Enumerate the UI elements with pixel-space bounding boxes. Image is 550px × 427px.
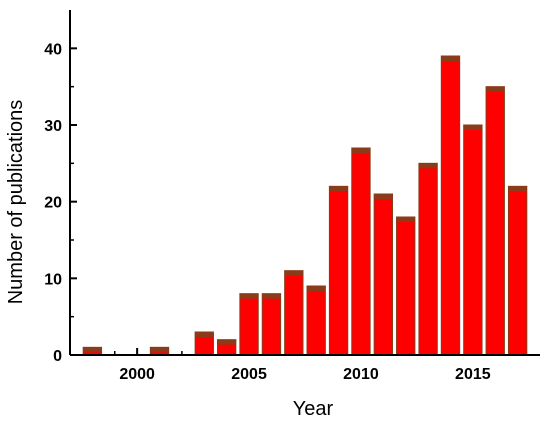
x-tick-label: 2015 bbox=[455, 366, 491, 383]
bar bbox=[418, 162, 438, 356]
y-tick-label: 30 bbox=[44, 118, 62, 135]
x-tick-label: 2000 bbox=[119, 366, 155, 383]
bar bbox=[485, 86, 505, 356]
bar-top-edge bbox=[396, 217, 415, 222]
bar-top-edge bbox=[351, 148, 371, 153]
bar-top-edge bbox=[262, 293, 281, 299]
bar bbox=[351, 147, 371, 356]
bar-top-edge bbox=[329, 186, 348, 192]
y-axis-ticks: 0 10 20 30 40 bbox=[44, 41, 77, 365]
bar bbox=[306, 285, 326, 356]
bar bbox=[507, 185, 528, 356]
bars bbox=[82, 55, 528, 356]
bar-top-edge bbox=[239, 293, 259, 299]
bar bbox=[373, 193, 394, 356]
bar-top-edge bbox=[217, 339, 236, 345]
x-tick-label: 2005 bbox=[231, 366, 267, 383]
bar-top-edge bbox=[150, 347, 169, 353]
y-tick-label: 10 bbox=[44, 271, 62, 288]
bar-top-edge bbox=[486, 86, 505, 92]
bar bbox=[328, 185, 349, 356]
bar-top-edge bbox=[307, 286, 326, 291]
bar-top-edge bbox=[374, 194, 393, 199]
bar bbox=[284, 270, 304, 356]
x-tick-label: 2010 bbox=[343, 366, 379, 383]
bar-top-edge bbox=[418, 163, 438, 169]
bar-top-edge bbox=[463, 125, 483, 130]
bar-top-edge bbox=[195, 332, 214, 337]
bar bbox=[239, 293, 259, 356]
bar-top-edge bbox=[83, 347, 102, 353]
bar bbox=[463, 124, 483, 356]
y-tick-label: 20 bbox=[44, 195, 62, 212]
bar-top-edge bbox=[284, 270, 303, 276]
x-axis-title: Year bbox=[293, 398, 334, 420]
bar-top-edge bbox=[441, 56, 460, 61]
bar bbox=[440, 55, 461, 356]
y-tick-label: 40 bbox=[44, 41, 62, 58]
y-axis-title: Number of publications bbox=[5, 100, 27, 305]
y-tick-label: 0 bbox=[53, 348, 62, 365]
bar bbox=[396, 216, 416, 356]
bar-top-edge bbox=[508, 186, 527, 192]
bar bbox=[261, 293, 282, 356]
